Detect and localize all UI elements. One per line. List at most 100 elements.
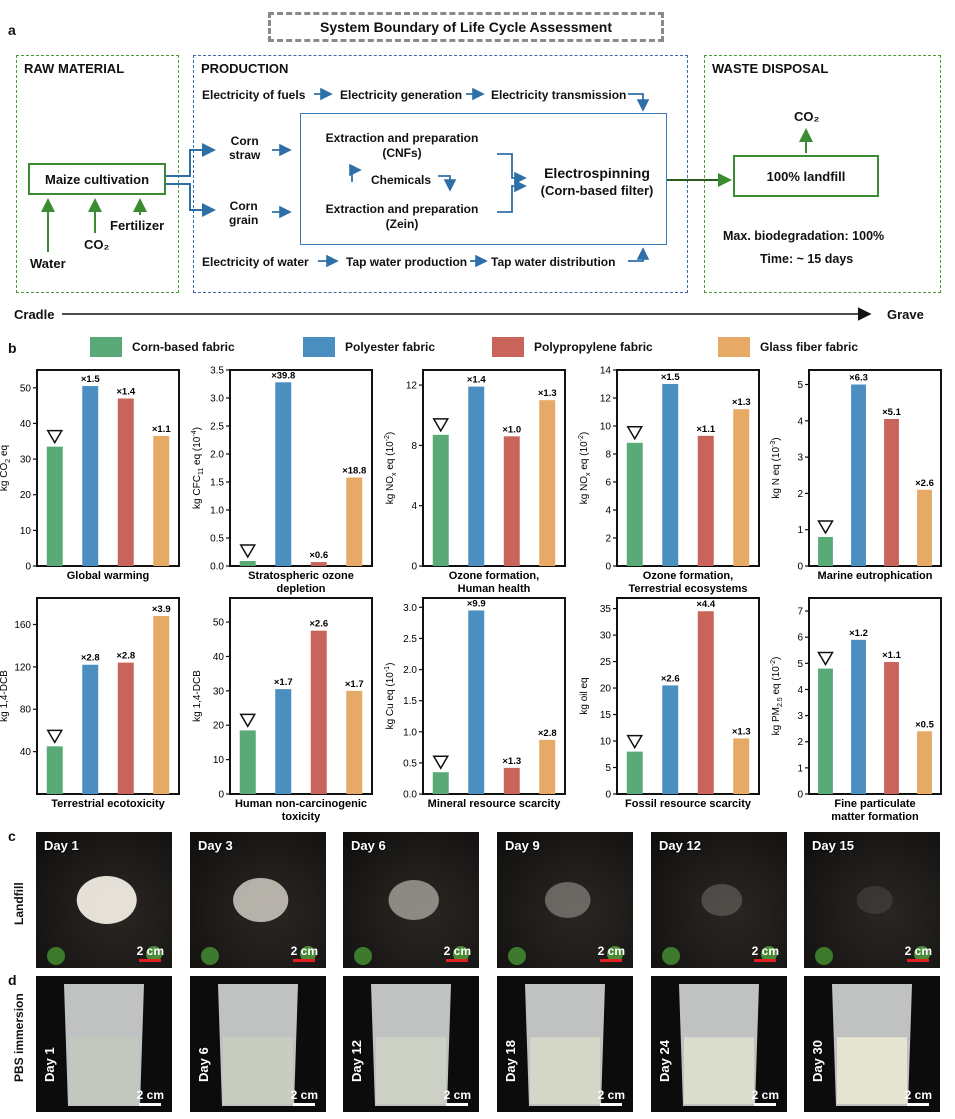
bar-4 [733,409,750,566]
scale-bar-line [139,1103,162,1106]
photo-day-label: Day 30 [810,1040,825,1082]
baseline-marker [432,755,450,770]
scale-bar-line [600,959,623,962]
y-tick-label: 0.0 [403,790,417,801]
bar-ratio-label: ×1.7 [274,677,293,688]
bar-4 [917,489,932,566]
bar-ratio-label: ×2.8 [538,728,557,739]
scale-bar: 2 cm [905,1088,932,1106]
bar-ratio-label: ×18.8 [342,466,366,477]
scale-bar-label: 2 cm [290,1088,318,1102]
bar-ratio-label: ×1.2 [849,628,868,639]
bar-2 [851,639,866,794]
legend-polyester-label: Polyester fabric [345,340,436,354]
scale-bar-label: 2 cm [751,1088,779,1102]
bar-3 [884,662,899,794]
baseline-marker [46,429,64,445]
bar-ratio-label: ×1.3 [732,397,751,408]
scale-bar-line [446,959,469,962]
chart-title: Ozone formation, [449,570,539,582]
chart-title: Stratospheric ozone [248,570,354,582]
production-box [193,55,688,293]
bar-1 [46,446,63,566]
photo-day-label: Day 24 [657,1040,672,1082]
y-tick-label: 30 [213,686,225,697]
bar-4 [153,435,170,566]
tap-water-production: Tap water production [346,255,468,269]
bar-ratio-label: ×0.6 [309,550,328,561]
chart-10: 0 1 2 3 4 5 6 7 kg PM2.5 eq (10-2) ×1.2 ×1.1 ×0.5 Fi… [770,597,942,823]
bar-ratio-label: ×6.3 [849,373,868,384]
legend-corn: Corn-based fabric [90,337,235,357]
y-tick-label: 10 [213,755,225,766]
y-axis-label: kg NOx eq (10-2) [578,432,592,505]
bar-4 [346,477,363,566]
y-tick-label: 0.0 [210,562,224,573]
y-axis-label: kg CO2 eq [0,445,12,491]
bar-ratio-label: ×1.5 [81,374,100,385]
bar-4 [917,731,932,794]
y-tick-label: 2.5 [210,422,224,433]
chart-1: 0 10 20 30 40 50 kg CO2 eq ×1.5 ×1.4 ×1.1 Global w… [0,369,180,582]
max-biodegradation: Max. biodegradation: 100% [723,229,885,243]
y-tick-label: 0 [797,562,803,573]
cnf-extraction-1: Extraction and preparation [325,131,479,145]
chart-frame [616,369,760,567]
y-tick-label: 0 [797,790,803,801]
bar-ratio-label: ×1.4 [467,375,486,386]
y-tick-label: 120 [14,662,31,673]
photo-day-label: Day 6 [351,838,386,853]
panel-a-letter: a [8,22,16,38]
chemicals-label: Chemicals [371,173,432,187]
pbs-photo-1: Day 1 2 cm [36,976,172,1112]
photo-day-label: Day 12 [349,1040,364,1082]
raw-material-title: RAW MATERIAL [24,61,125,76]
bar-3 [697,611,714,794]
legend-corn-swatch [90,337,122,357]
scale-bar: 2 cm [137,1088,164,1106]
y-tick-label: 4 [605,506,611,517]
bar-ratio-label: ×1.1 [882,650,901,661]
y-tick-label: 20 [213,721,225,732]
production-title: PRODUCTION [201,61,289,76]
legend-polypropylene: Polypropylene fabric [492,337,653,357]
y-tick-label: 2 [605,534,611,545]
chart-2: 0.0 0.5 1.0 1.5 2.0 2.5 3.0 3.5 kg CFC11 eq (10-… [191,366,373,595]
bar-ratio-label: ×2.6 [661,673,680,684]
electricity-water: Electricity of water [202,255,309,269]
bar-4 [539,739,556,794]
landfill-photo-5: Day 12 2 cm [651,832,787,968]
scale-bar-line [139,959,162,962]
y-tick-label: 8 [605,450,611,461]
bar-3 [117,662,134,794]
maize-cultivation-box: Maize cultivation [28,163,166,195]
y-axis-label: kg 1,4-DCB [0,670,10,722]
chart-title: Terrestrial ecosystems [628,583,747,595]
y-tick-label: 0.5 [403,758,417,769]
y-tick-label: 50 [20,383,32,394]
bar-1 [818,536,833,566]
bar-ratio-label: ×2.8 [116,651,135,662]
baseline-marker [626,426,644,441]
bar-ratio-label: ×4.4 [696,599,715,610]
legend-polypropylene-swatch [492,337,524,357]
electricity-transmission: Electricity transmission [491,88,627,102]
y-tick-label: 5 [797,380,803,391]
bar-2 [662,384,679,566]
y-tick-label: 3.0 [403,603,417,614]
scale-bar-label: 2 cm [597,944,625,958]
legend-polypropylene-label: Polypropylene fabric [534,340,653,354]
y-tick-label: 25 [600,657,612,668]
chart-3: 0 4 8 12 kg NOx eq (10-2) ×1.4 ×1.0 ×1.3 Ozone f… [384,369,566,595]
pbs-photo-4: Day 18 2 cm [497,976,633,1112]
bar-4 [153,616,170,794]
y-tick-label: 1 [797,525,803,536]
pbs-photo-5: Day 24 2 cm [651,976,787,1112]
bar-3 [310,562,327,566]
scale-bar-line [907,959,930,962]
y-tick-label: 5 [605,763,611,774]
bar-ratio-label: ×1.4 [116,387,135,398]
y-axis-label: kg Cu eq (10-1) [384,663,396,730]
bar-ratio-label: ×1.7 [345,679,364,690]
baseline-marker [432,418,450,433]
